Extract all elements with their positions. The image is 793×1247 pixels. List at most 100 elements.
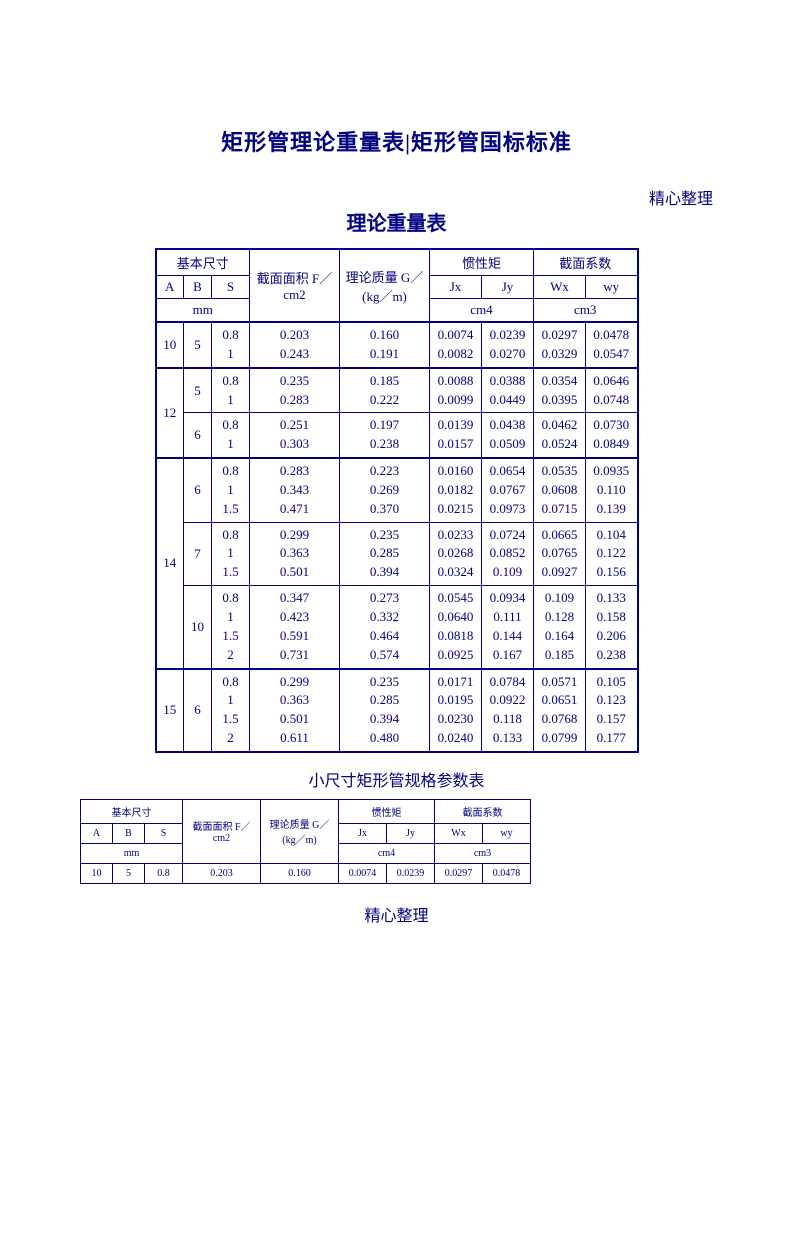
cell-F: 0.2990.3630.501 (250, 522, 340, 586)
hdr-basic-size: 基本尺寸 (156, 249, 250, 276)
cell-S: 0.811.52 (212, 586, 250, 669)
subtitle-small: 小尺寸矩形管规格参数表 (0, 767, 793, 791)
cell-Jy: 0.06540.07670.0973 (482, 458, 534, 522)
cell-F: 0.2030.243 (250, 322, 340, 368)
cell-wy: 0.04780.0547 (586, 322, 638, 368)
cell-F: 0.2990.3630.5010.611 (250, 669, 340, 752)
main-weight-table: 基本尺寸 截面面积 F／cm2 理论质量 G／(kg／m) 惯性矩 截面系数 A… (155, 248, 639, 753)
hdr-basic-size: 基本尺寸 (81, 799, 183, 823)
cell-B: 7 (184, 522, 212, 586)
hdr-cm3: cm3 (534, 299, 638, 323)
cell-S: 0.811.5 (212, 522, 250, 586)
hdr-area: 截面面积 F／cm2 (183, 799, 261, 863)
cell-F: 0.3470.4230.5910.731 (250, 586, 340, 669)
hdr-mass: 理论质量 G／(kg／m) (261, 799, 339, 863)
cell-Wx: 0.02970.0329 (534, 322, 586, 368)
cell-B: 10 (184, 586, 212, 669)
cell-Jx: 0.01710.01950.02300.0240 (430, 669, 482, 752)
cell-Jx: 0.0074 (339, 863, 387, 883)
small-spec-table: 基本尺寸 截面面积 F／cm2 理论质量 G／(kg／m) 惯性矩 截面系数 A… (80, 799, 531, 884)
cell-Jy: 0.04380.0509 (482, 413, 534, 458)
cell-Jy: 0.03880.0449 (482, 368, 534, 413)
hdr-B: B (113, 823, 145, 843)
cell-S: 0.81 (212, 413, 250, 458)
hdr-Wx: Wx (435, 823, 483, 843)
cell-Wx: 0.06650.07650.0927 (534, 522, 586, 586)
cell-B: 5 (184, 322, 212, 368)
cell-Jx: 0.05450.06400.08180.0925 (430, 586, 482, 669)
hdr-Wx: Wx (534, 276, 586, 299)
hdr-S: S (212, 276, 250, 299)
cell-wy: 0.1040.1220.156 (586, 522, 638, 586)
cell-Jx: 0.01390.0157 (430, 413, 482, 458)
cell-F: 0.2350.283 (250, 368, 340, 413)
hdr-cm4: cm4 (430, 299, 534, 323)
cell-S: 0.811.52 (212, 669, 250, 752)
hdr-cm3: cm3 (435, 843, 531, 863)
cell-wy: 0.07300.0849 (586, 413, 638, 458)
cell-Wx: 0.04620.0524 (534, 413, 586, 458)
hdr-A: A (81, 823, 113, 843)
page-header: 精心整理 (649, 185, 713, 209)
cell-A: 10 (81, 863, 113, 883)
hdr-Jx: Jx (430, 276, 482, 299)
cell-wy: 0.0478 (483, 863, 531, 883)
cell-Wx: 0.0297 (435, 863, 483, 883)
cell-Jy: 0.09340.1110.1440.167 (482, 586, 534, 669)
cell-A: 15 (156, 669, 184, 752)
cell-S: 0.8 (145, 863, 183, 883)
hdr-Jy: Jy (387, 823, 435, 843)
cell-Wx: 0.05350.06080.0715 (534, 458, 586, 522)
cell-wy: 0.06460.0748 (586, 368, 638, 413)
hdr-B: B (184, 276, 212, 299)
cell-F: 0.2830.3430.471 (250, 458, 340, 522)
hdr-wy: wy (586, 276, 638, 299)
cell-G: 0.2230.2690.370 (340, 458, 430, 522)
cell-G: 0.1600.191 (340, 322, 430, 368)
cell-G: 0.160 (261, 863, 339, 883)
cell-Wx: 0.05710.06510.07680.0799 (534, 669, 586, 752)
page-footer: 精心整理 (0, 902, 793, 926)
hdr-section-coef: 截面系数 (534, 249, 638, 276)
subtitle: 理论重量表 (0, 207, 793, 236)
hdr-area: 截面面积 F／cm2 (250, 249, 340, 322)
cell-wy: 0.1330.1580.2060.238 (586, 586, 638, 669)
cell-F: 0.203 (183, 863, 261, 883)
hdr-inertia: 惯性矩 (339, 799, 435, 823)
hdr-Jy: Jy (482, 276, 534, 299)
cell-Wx: 0.1090.1280.1640.185 (534, 586, 586, 669)
cell-wy: 0.09350.1100.139 (586, 458, 638, 522)
cell-Jx: 0.01600.01820.0215 (430, 458, 482, 522)
cell-Jy: 0.02390.0270 (482, 322, 534, 368)
cell-S: 0.81 (212, 368, 250, 413)
cell-B: 5 (113, 863, 145, 883)
cell-S: 0.81 (212, 322, 250, 368)
hdr-wy: wy (483, 823, 531, 843)
cell-Jx: 0.00880.0099 (430, 368, 482, 413)
hdr-Jx: Jx (339, 823, 387, 843)
cell-G: 0.1850.222 (340, 368, 430, 413)
cell-B: 5 (184, 368, 212, 413)
hdr-inertia: 惯性矩 (430, 249, 534, 276)
cell-B: 6 (184, 669, 212, 752)
cell-Wx: 0.03540.0395 (534, 368, 586, 413)
cell-B: 6 (184, 413, 212, 458)
cell-F: 0.2510.303 (250, 413, 340, 458)
cell-Jx: 0.00740.0082 (430, 322, 482, 368)
cell-Jy: 0.07840.09220.1180.133 (482, 669, 534, 752)
cell-A: 14 (156, 458, 184, 668)
hdr-S: S (145, 823, 183, 843)
hdr-cm4: cm4 (339, 843, 435, 863)
cell-G: 0.1970.238 (340, 413, 430, 458)
hdr-section-coef: 截面系数 (435, 799, 531, 823)
cell-B: 6 (184, 458, 212, 522)
cell-G: 0.2350.2850.3940.480 (340, 669, 430, 752)
cell-Jx: 0.02330.02680.0324 (430, 522, 482, 586)
hdr-mm: mm (81, 843, 183, 863)
hdr-mass: 理论质量 G／(kg／m) (340, 249, 430, 322)
cell-Jy: 0.07240.08520.109 (482, 522, 534, 586)
cell-A: 12 (156, 368, 184, 458)
cell-S: 0.811.5 (212, 458, 250, 522)
cell-wy: 0.1050.1230.1570.177 (586, 669, 638, 752)
cell-G: 0.2730.3320.4640.574 (340, 586, 430, 669)
